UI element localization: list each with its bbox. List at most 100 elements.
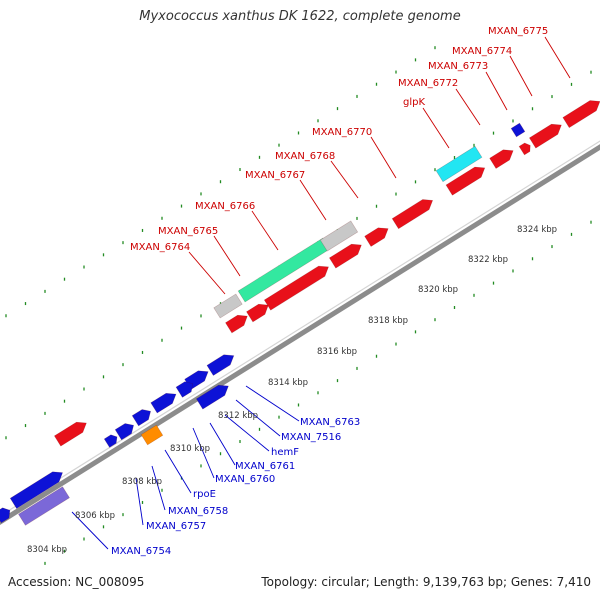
gene-reverse [206, 354, 235, 376]
scale-label: 8310 kbp [170, 444, 210, 454]
reverse-gene-label: MXAN_6754 [111, 546, 171, 557]
label-leader [188, 251, 226, 295]
forward-gene-label: MXAN_6768 [275, 151, 335, 162]
scale-label: 8322 kbp [468, 255, 508, 265]
forward-gene-label: MXAN_6767 [245, 170, 305, 181]
label-leader [544, 36, 571, 79]
scale-label: 8308 kbp [122, 477, 162, 487]
gene-arrow [364, 227, 389, 247]
label-leader [485, 71, 508, 111]
label-leader [164, 449, 192, 494]
gene-arrow [131, 409, 152, 427]
gene-reverse [9, 471, 64, 509]
gene-arrow [18, 486, 70, 526]
gene-arrow [195, 384, 229, 410]
label-leader [251, 210, 279, 251]
reverse-gene-label: MXAN_6761 [235, 461, 295, 472]
label-leader [299, 179, 327, 221]
reverse-gene-label: rpoE [193, 489, 216, 500]
forward-gene-label: MXAN_6765 [158, 226, 218, 237]
gene-arrow [510, 122, 526, 138]
gene-arrow [9, 471, 64, 509]
gene-arrow [445, 166, 486, 196]
label-leader [422, 107, 450, 149]
inner-tick-track [44, 220, 592, 565]
gene-grey [213, 293, 243, 319]
gene-arrow [53, 421, 87, 447]
scale-label: 8320 kbp [418, 285, 458, 295]
forward-gene-label: MXAN_6770 [312, 127, 372, 138]
labels-layer: 8304 kbp 8306 kbp 8308 kbp 8310 kbp 8312 kbp… [27, 26, 557, 557]
label-leaders-layer [71, 36, 571, 550]
scale-label: 8324 kbp [517, 225, 557, 235]
gene-reverse [195, 384, 229, 410]
tick-marks-layer [5, 46, 592, 565]
gene-arrow [319, 220, 359, 252]
gene-purple [18, 486, 70, 526]
genome-summary-text: Topology: circular; Length: 9,139,763 bp… [261, 575, 591, 589]
gene-arrow [213, 293, 243, 319]
reverse-gene-label: hemF [271, 447, 299, 458]
reverse-gene-label: MXAN_6758 [168, 506, 228, 517]
label-leader [509, 55, 533, 97]
gene-forward [225, 314, 248, 334]
gene-reverse [175, 381, 194, 398]
forward-gene-label: MXAN_6772 [398, 78, 458, 89]
backbone-line [0, 144, 600, 525]
top-tick-track [5, 46, 436, 318]
gene-forward [53, 421, 87, 447]
gene-arrow [225, 314, 248, 334]
gene-reverse [103, 434, 118, 448]
gene-arrow [114, 423, 135, 441]
label-leader [135, 477, 144, 526]
forward-gene-label: MXAN_6766 [195, 201, 255, 212]
scale-label: 8312 kbp [218, 411, 258, 421]
gene-orange [140, 424, 164, 446]
label-leader [71, 511, 109, 550]
label-leader [224, 414, 270, 452]
reverse-gene-label: MXAN_6757 [146, 521, 206, 532]
scale-label: 8304 kbp [27, 545, 67, 555]
scale-label: 8316 kbp [317, 347, 357, 357]
gene-arrow [103, 434, 118, 448]
reverse-gene-label: MXAN_6763 [300, 417, 360, 428]
gene-arrow [140, 424, 164, 446]
gene-arrow [562, 100, 600, 129]
gene-reverse [114, 423, 135, 441]
map-title: Myxococcus xanthus DK 1622, complete gen… [139, 9, 461, 24]
gene-forward [263, 265, 329, 311]
gene-forward [445, 166, 486, 196]
label-leader [370, 136, 397, 179]
gene-small-blue [510, 122, 526, 138]
gene-arrow [489, 149, 514, 169]
gene-arrow [328, 243, 362, 269]
forward-gene-label: MXAN_6774 [452, 46, 512, 57]
gene-forward [328, 243, 362, 269]
label-leader [213, 235, 241, 277]
gene-arrow [246, 303, 269, 323]
gene-reverse [150, 392, 177, 414]
backbone-layer [0, 140, 600, 525]
gene-arrow [391, 199, 434, 230]
gene-forward [518, 142, 531, 156]
gene-arrow [206, 354, 235, 376]
gene-forward [391, 199, 434, 230]
gene-cyan [435, 145, 483, 183]
forward-gene-label: glpK [403, 97, 425, 108]
gene-reverse [131, 409, 152, 427]
gene-reverse [0, 507, 11, 524]
features-layer [0, 100, 600, 526]
gene-arrow [150, 392, 177, 414]
label-leader [192, 427, 215, 479]
gene-arrow [435, 145, 483, 183]
label-leader [245, 385, 300, 422]
scale-label: 8306 kbp [75, 511, 115, 521]
label-leader [330, 160, 359, 199]
gene-forward [562, 100, 600, 129]
gene-arrow [518, 142, 531, 156]
label-leader [235, 399, 281, 437]
gene-arrow [528, 123, 562, 149]
gene-arrow [263, 265, 329, 311]
gene-forward [246, 303, 269, 323]
label-leader [151, 465, 166, 511]
